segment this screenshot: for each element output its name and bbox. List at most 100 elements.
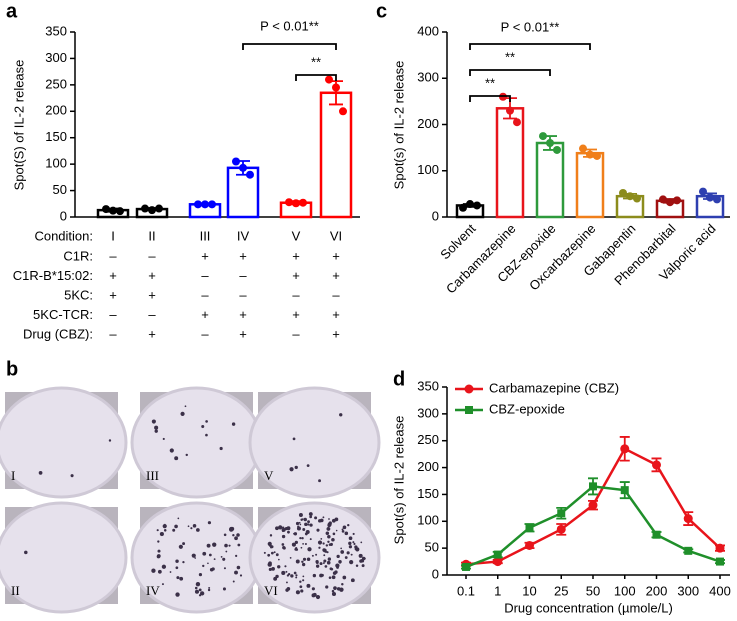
x-tick-label: 1 (494, 583, 501, 598)
spot (161, 583, 164, 586)
spot (309, 523, 313, 527)
x-tick-label: V (292, 228, 301, 243)
spot (348, 541, 352, 546)
spot (163, 529, 167, 532)
table-cell: + (332, 307, 340, 322)
spot (270, 551, 274, 555)
spot (323, 554, 326, 557)
table-cell: – (109, 248, 117, 263)
annotation: ** (485, 75, 495, 90)
spot (324, 565, 328, 568)
spot (340, 550, 345, 554)
y-tick-label: 300 (45, 50, 67, 65)
spot (307, 523, 310, 526)
spot (331, 575, 336, 580)
spot (202, 551, 207, 556)
spot (323, 559, 327, 563)
panel-label: c (376, 0, 387, 22)
data-point (579, 144, 587, 153)
spot (175, 566, 179, 570)
spot (315, 553, 318, 556)
spot (196, 528, 200, 532)
spot (295, 521, 300, 526)
spot (222, 587, 226, 591)
spot (315, 564, 320, 568)
spot (223, 567, 226, 570)
annotation: ** (311, 54, 321, 69)
spot (319, 562, 323, 566)
y-tick-label: 0 (60, 208, 67, 223)
spot (311, 593, 316, 598)
y-tick-label: 200 (45, 103, 67, 118)
spot (317, 540, 323, 545)
spot (156, 529, 159, 532)
spot (299, 523, 302, 526)
spot (312, 573, 317, 578)
spot (342, 575, 347, 580)
data-point (155, 204, 163, 213)
data-point (556, 524, 566, 534)
spot (331, 589, 335, 593)
data-point (493, 557, 503, 567)
spot (194, 557, 197, 559)
data-point (285, 198, 293, 207)
data-point (239, 163, 247, 172)
legend-label: Carbamazepine (CBZ) (489, 380, 619, 395)
data-point (513, 118, 521, 127)
table-cell: + (148, 326, 156, 341)
spot (159, 531, 164, 537)
spot (206, 543, 211, 548)
spot (212, 542, 217, 547)
spot (211, 567, 215, 571)
table-cell: – (109, 326, 117, 341)
significance-bracket (469, 69, 551, 76)
spot (219, 446, 223, 451)
row-label: C1R-B*15:02: (13, 268, 93, 283)
spot (299, 537, 302, 540)
spot (316, 528, 320, 532)
spot (220, 555, 223, 558)
data-point (553, 145, 561, 154)
spot (225, 550, 228, 553)
spot (223, 533, 227, 537)
spot (326, 560, 331, 565)
table-cell: + (292, 268, 300, 283)
spot (306, 464, 310, 467)
spot (287, 573, 291, 576)
x-tick-label: 100 (614, 583, 636, 598)
spot (275, 553, 279, 557)
spot (162, 437, 165, 441)
spot (278, 558, 280, 561)
table-cell: + (201, 307, 209, 322)
spot (156, 554, 161, 559)
spot (281, 534, 286, 539)
table-cell: + (109, 268, 117, 283)
significance-bracket (295, 74, 337, 81)
data-point (713, 195, 721, 204)
row-label: 5KC-TCR: (33, 307, 93, 322)
spot (287, 530, 290, 534)
spot (285, 570, 288, 573)
table-cell: – (201, 268, 209, 283)
x-tick-label: I (111, 228, 115, 243)
spot (339, 587, 344, 592)
spot (191, 553, 196, 558)
spot (344, 556, 348, 559)
spot (286, 526, 291, 531)
legend-marker (465, 406, 473, 414)
series-line (465, 485, 721, 569)
spot (303, 517, 307, 522)
spot (328, 518, 330, 520)
spot (185, 453, 188, 457)
data-point (706, 193, 714, 202)
data-point (116, 207, 124, 216)
table-cell: + (148, 268, 156, 283)
spot (322, 516, 325, 519)
spot (358, 553, 363, 558)
spot (302, 579, 305, 582)
y-tick-label: 0 (432, 566, 439, 581)
x-tick-label: 50 (586, 583, 600, 598)
data-point (339, 107, 347, 116)
spot (335, 529, 338, 532)
spot (343, 525, 346, 528)
